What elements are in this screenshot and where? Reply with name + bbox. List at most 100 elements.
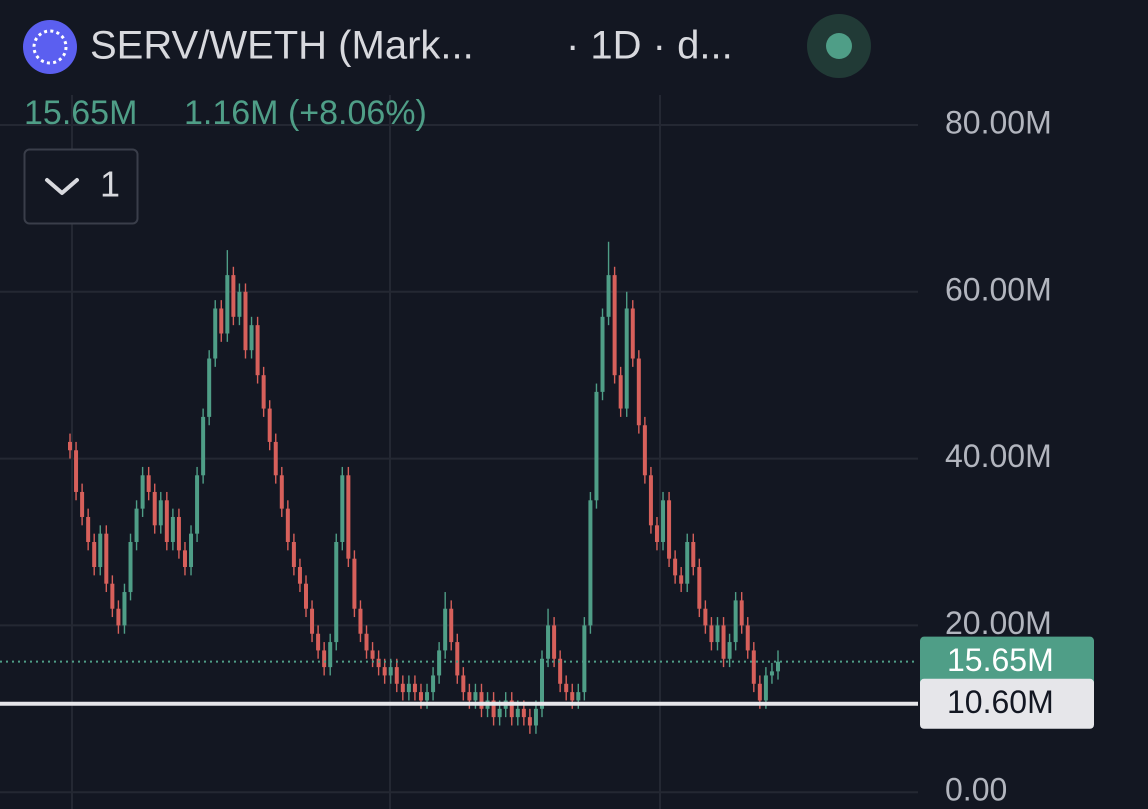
symbol-title[interactable]: SERV/WETH (Mark...	[90, 24, 474, 68]
candle-body	[697, 567, 702, 609]
candle-body	[431, 675, 436, 693]
candle-body	[74, 450, 79, 492]
candle-body	[140, 475, 145, 509]
candle-body	[358, 608, 363, 634]
candle-body	[170, 516, 175, 542]
candle-body	[606, 275, 611, 317]
candle-body	[546, 625, 551, 659]
candle-body	[679, 575, 684, 584]
candle-body	[176, 516, 181, 551]
candle-body	[279, 475, 284, 509]
candle-body	[588, 500, 593, 626]
candle-body	[733, 600, 738, 643]
change: 1.16M (+8.06%)	[184, 94, 427, 132]
candle-body	[267, 408, 272, 442]
candle-body	[207, 358, 212, 417]
candle-body	[86, 516, 91, 542]
candle-body	[128, 542, 133, 593]
candle-body	[624, 308, 629, 409]
candle-body	[449, 608, 454, 643]
candle-body	[654, 525, 659, 542]
candle-body	[122, 592, 127, 626]
candle-body	[418, 692, 423, 701]
candle-body	[540, 658, 544, 709]
candle-body	[273, 441, 278, 476]
candle-body	[727, 642, 732, 659]
candle-body	[400, 683, 405, 693]
candle-body	[751, 650, 756, 684]
candle-body	[515, 708, 520, 718]
candle-body	[558, 658, 563, 684]
candle-body	[364, 633, 369, 651]
candle-body	[352, 558, 357, 609]
candle-body	[146, 475, 151, 492]
status-dot	[826, 33, 852, 59]
candle-body	[152, 491, 157, 526]
candle-body	[473, 692, 478, 701]
candle-body	[709, 625, 714, 643]
candle-body	[769, 671, 774, 676]
candle-body	[322, 650, 327, 668]
candle-body	[594, 391, 599, 501]
y-tick-label: 20.00M	[945, 605, 1052, 641]
candle-body	[195, 475, 200, 534]
candle-body	[68, 441, 72, 451]
candle-body	[648, 475, 653, 526]
candle-body	[80, 491, 85, 517]
candle-body	[189, 533, 194, 568]
candle-body	[721, 625, 726, 659]
candle-body	[661, 500, 666, 542]
candle-body	[479, 692, 484, 709]
candle-body	[612, 275, 617, 376]
candle-body	[533, 708, 538, 726]
candle-body	[116, 608, 121, 626]
candle-body	[618, 375, 623, 409]
candle-body	[564, 683, 569, 693]
candle-body	[443, 608, 448, 651]
candle-body	[213, 308, 218, 359]
candle-body	[745, 625, 750, 651]
candle-body	[497, 708, 502, 718]
candle-body	[715, 625, 720, 643]
candle-body	[552, 625, 557, 659]
candle-body	[182, 550, 187, 568]
candle-body	[576, 692, 581, 701]
candle-body	[346, 475, 351, 559]
candle-body	[467, 692, 472, 701]
last-value: 15.65M	[24, 94, 137, 132]
candle-body	[739, 600, 744, 626]
candle-body	[491, 700, 496, 718]
candle-body	[582, 625, 587, 693]
candle-body	[297, 567, 302, 584]
candle-body	[691, 542, 696, 568]
candle-body	[437, 650, 442, 676]
plot	[0, 124, 918, 794]
y-tick-label: 40.00M	[945, 438, 1052, 474]
candle-body	[291, 542, 296, 568]
candle-body	[243, 291, 248, 351]
candle-body	[310, 608, 315, 634]
candle-body	[316, 633, 321, 651]
candle-body	[509, 700, 514, 718]
interval[interactable]: · 1D · d...	[566, 24, 733, 68]
candle-body	[328, 642, 333, 668]
y-tick-label: 0.00	[945, 772, 1007, 808]
candle-body	[412, 683, 417, 693]
candle-body	[110, 583, 115, 609]
candle-body	[406, 683, 411, 693]
candle-body	[340, 475, 345, 542]
candle-body	[757, 683, 762, 701]
candle-body	[600, 316, 605, 392]
candle-body	[703, 608, 708, 626]
price-label: 15.65M	[947, 642, 1054, 678]
symbol-icon	[23, 20, 77, 74]
candle-body	[521, 708, 526, 718]
candle-body	[255, 325, 260, 376]
candle-body	[334, 542, 339, 643]
candle-body	[642, 425, 647, 476]
indicator-count[interactable]: 1	[100, 164, 120, 205]
candle-body	[304, 583, 308, 609]
candle-body	[134, 508, 139, 542]
indicator-toggle[interactable]	[23, 148, 139, 225]
